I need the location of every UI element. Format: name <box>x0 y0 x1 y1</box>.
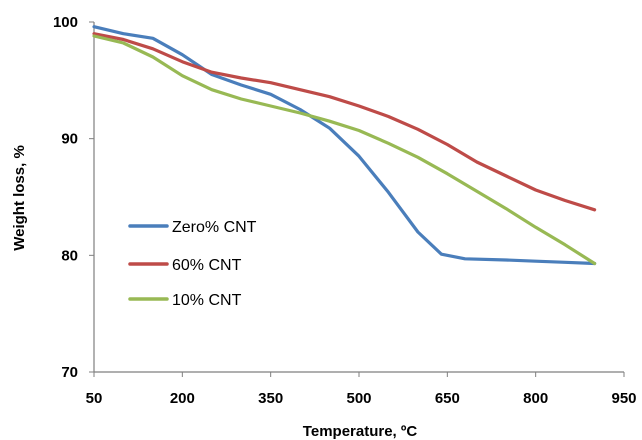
x-tick-label: 350 <box>258 390 283 407</box>
axes <box>93 22 624 373</box>
legend-label-60-cnt: 60% CNT <box>172 257 242 274</box>
series-line-zero-cnt <box>92 25 597 266</box>
legend: Zero% CNT 60% CNT 10% CNT <box>128 219 257 309</box>
y-tick-label: 90 <box>61 131 78 148</box>
y-tick-label: 100 <box>53 14 78 31</box>
legend-label-zero-cnt: Zero% CNT <box>172 219 257 236</box>
y-axis-ticks: 70 80 90 100 <box>53 14 94 381</box>
x-axis-title: Temperature, ºC <box>303 423 418 440</box>
x-tick-label: 650 <box>435 390 460 407</box>
x-tick-label: 200 <box>170 390 195 407</box>
x-tick-label: 500 <box>346 390 371 407</box>
x-tick-label: 50 <box>86 390 103 407</box>
x-tick-label: 800 <box>523 390 548 407</box>
y-axis-title: Weight loss, % <box>11 145 28 251</box>
series-line-10-cnt <box>92 34 597 266</box>
x-axis-ticks: 50 200 350 500 650 800 950 <box>86 372 637 407</box>
series-line-60-cnt <box>92 32 597 212</box>
legend-label-10-cnt: 10% CNT <box>172 292 242 309</box>
y-tick-label: 80 <box>61 247 78 264</box>
y-tick-label: 70 <box>61 364 78 381</box>
series-layer <box>92 25 597 266</box>
x-tick-label: 950 <box>611 390 636 407</box>
